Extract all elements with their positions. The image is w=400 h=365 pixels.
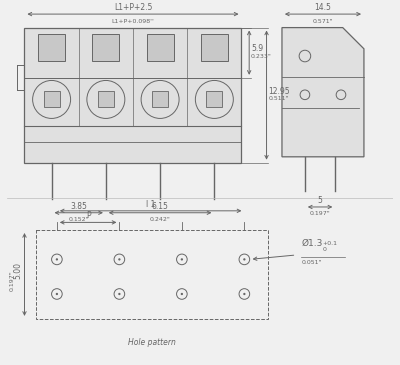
Bar [44,92,60,107]
Circle shape [181,293,183,295]
Bar [24,28,242,162]
Text: 14.5: 14.5 [314,3,331,12]
Text: 5.00: 5.00 [14,262,22,279]
Text: l 1: l 1 [146,200,155,209]
Bar [152,92,168,107]
Bar [36,230,268,319]
Text: 0.152": 0.152" [68,216,89,222]
Text: Hole pattern: Hole pattern [128,338,176,347]
Text: P: P [86,211,90,220]
Circle shape [56,293,58,295]
Text: 5: 5 [318,196,322,205]
Text: +0.1: +0.1 [322,241,338,246]
Bar [92,34,120,61]
Text: 12.95: 12.95 [268,87,290,96]
Bar [206,92,222,107]
Text: 3.85: 3.85 [70,202,87,211]
Bar [201,34,228,61]
Text: 0.242": 0.242" [150,216,170,222]
Text: L1+P+2.5: L1+P+2.5 [114,3,152,12]
Text: 0: 0 [322,247,326,252]
Circle shape [243,293,246,295]
Text: 0.197": 0.197" [10,270,15,291]
Text: 0.051": 0.051" [301,260,322,265]
Bar [146,34,174,61]
Circle shape [181,258,183,261]
Polygon shape [282,28,364,157]
Circle shape [243,258,246,261]
Text: 0.197": 0.197" [310,211,330,216]
Bar [38,34,65,61]
Text: Ø1.3: Ø1.3 [301,239,323,248]
Circle shape [118,258,120,261]
Text: 5.9: 5.9 [251,44,263,53]
Text: 0.511": 0.511" [268,96,289,101]
Circle shape [118,293,120,295]
Text: 0.233": 0.233" [251,54,272,59]
Text: 0.571": 0.571" [313,19,333,24]
Text: 6.15: 6.15 [152,202,168,211]
Text: L1+P+0.098'': L1+P+0.098'' [112,19,154,24]
Bar [98,92,114,107]
Circle shape [56,258,58,261]
